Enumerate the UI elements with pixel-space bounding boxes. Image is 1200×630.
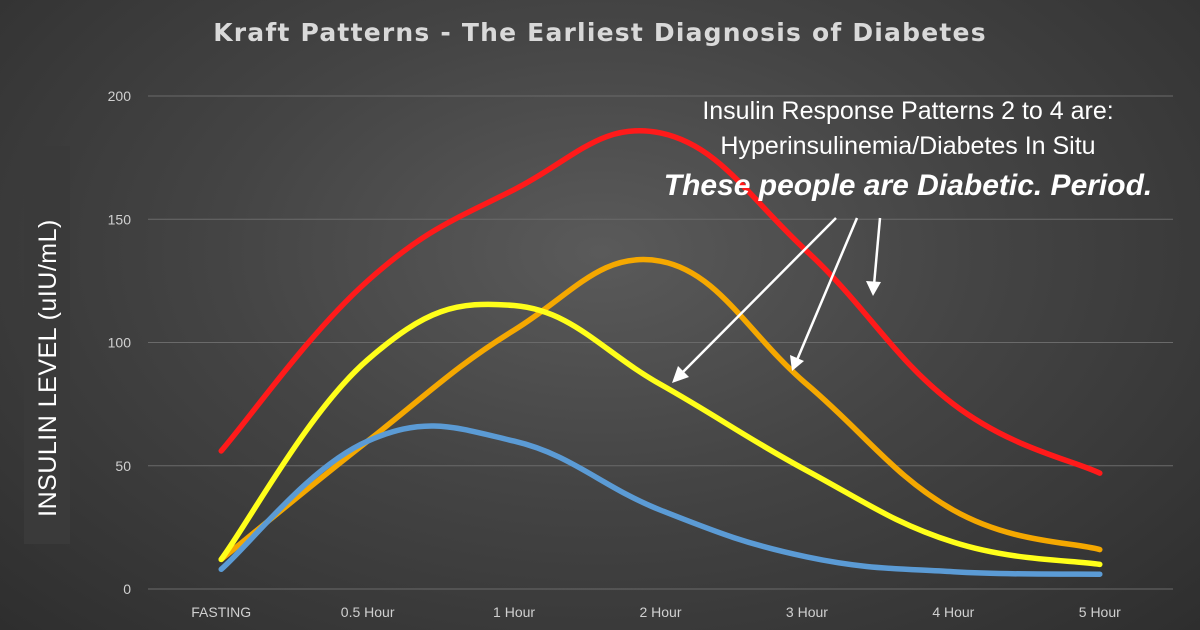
x-tick-label: 3 Hour xyxy=(786,604,828,620)
y-axis-label-background xyxy=(24,146,70,544)
x-tick-label: 0.5 Hour xyxy=(341,604,395,620)
annotation-line-2: Hyperinsulinemia/Diabetes In Situ xyxy=(720,132,1095,160)
series-line-2 xyxy=(218,256,1103,563)
x-tick-label: 4 Hour xyxy=(932,604,974,620)
y-tick-label: 0 xyxy=(123,581,131,597)
arrow-to-red xyxy=(872,217,882,286)
x-tick-label: 2 Hour xyxy=(639,604,681,620)
annotation-line-1: Insulin Response Patterns 2 to 4 are: xyxy=(702,97,1113,125)
grid xyxy=(148,95,1173,590)
x-tick-label: 1 Hour xyxy=(493,604,535,620)
x-axis-ticks: FASTING 0.5 Hour 1 Hour 2 Hour 3 Hour 4 Hour 5… xyxy=(191,604,1121,620)
arrowhead-red xyxy=(866,281,881,296)
y-tick-label: 50 xyxy=(115,458,131,474)
x-tick-label: FASTING xyxy=(191,604,251,620)
y-tick-label: 150 xyxy=(108,211,132,227)
series-line-1 xyxy=(218,127,1103,476)
arrow-to-orange xyxy=(795,217,859,361)
annotation-line-3: These people are Diabetic. Period. xyxy=(664,169,1153,202)
series-line-4 xyxy=(218,423,1103,577)
chart-title: Kraft Patterns - The Earliest Diagnosis … xyxy=(213,18,987,47)
arrowhead-yellow xyxy=(672,366,689,383)
y-axis-ticks: 0 50 100 150 200 xyxy=(108,88,132,597)
arrow-to-yellow xyxy=(679,217,837,376)
series-lines xyxy=(218,127,1103,577)
series-line-3 xyxy=(218,301,1103,568)
annotation-arrows xyxy=(672,217,882,383)
y-tick-label: 200 xyxy=(108,88,132,104)
arrowhead-orange xyxy=(790,355,804,371)
y-tick-label: 100 xyxy=(108,335,132,351)
x-tick-label: 5 Hour xyxy=(1079,604,1121,620)
y-axis-label: INSULIN LEVEL (uIU/mL) xyxy=(34,219,62,517)
